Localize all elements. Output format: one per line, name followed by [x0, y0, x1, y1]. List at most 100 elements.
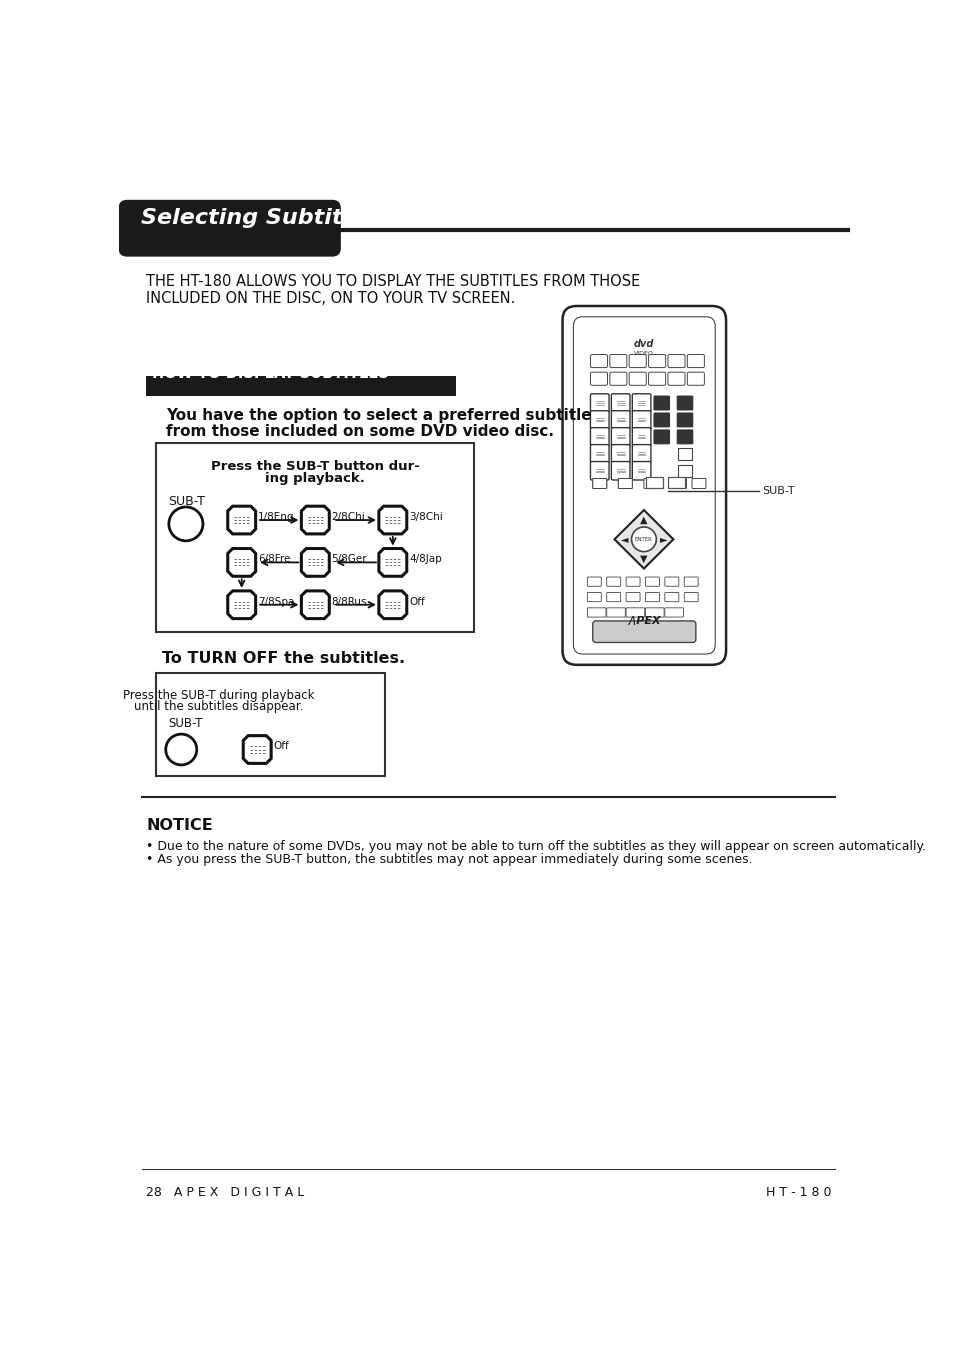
FancyBboxPatch shape — [606, 608, 624, 617]
FancyBboxPatch shape — [611, 394, 629, 412]
FancyBboxPatch shape — [672, 478, 686, 489]
Text: • Due to the nature of some DVDs, you may not be able to turn off the subtitles : • Due to the nature of some DVDs, you ma… — [146, 840, 925, 853]
Text: HOW TO DISPLAY SUBTITLES: HOW TO DISPLAY SUBTITLES — [152, 366, 388, 381]
Text: 3/8Chi: 3/8Chi — [409, 512, 442, 522]
Circle shape — [631, 526, 656, 552]
Bar — [146, 377, 456, 396]
FancyBboxPatch shape — [677, 429, 692, 444]
FancyBboxPatch shape — [648, 373, 665, 385]
FancyBboxPatch shape — [587, 593, 600, 602]
Text: • As you press the SUB-T button, the subtitles may not appear immediately during: • As you press the SUB-T button, the sub… — [146, 853, 752, 867]
Bar — [667, 477, 684, 487]
Circle shape — [166, 734, 196, 765]
Text: ▲: ▲ — [639, 516, 647, 525]
Polygon shape — [301, 506, 329, 533]
Text: 7/8Spa: 7/8Spa — [257, 597, 294, 606]
Text: 8/8Rus: 8/8Rus — [332, 597, 367, 606]
FancyBboxPatch shape — [667, 373, 684, 385]
FancyBboxPatch shape — [664, 608, 682, 617]
Polygon shape — [301, 591, 329, 618]
Polygon shape — [243, 736, 271, 763]
Text: Off: Off — [409, 597, 424, 606]
FancyBboxPatch shape — [654, 429, 669, 444]
FancyBboxPatch shape — [632, 462, 650, 481]
FancyBboxPatch shape — [643, 478, 658, 489]
FancyBboxPatch shape — [562, 306, 725, 664]
FancyBboxPatch shape — [590, 355, 607, 367]
Text: Press the SUB-T button dur-: Press the SUB-T button dur- — [211, 460, 419, 472]
Text: SUB-T: SUB-T — [168, 495, 205, 509]
Bar — [156, 672, 385, 776]
Polygon shape — [228, 548, 255, 576]
Text: To TURN OFF the subtitles.: To TURN OFF the subtitles. — [162, 651, 405, 666]
FancyBboxPatch shape — [587, 576, 600, 586]
Bar — [678, 464, 691, 477]
FancyBboxPatch shape — [590, 428, 608, 446]
Bar — [678, 448, 691, 460]
FancyBboxPatch shape — [625, 576, 639, 586]
Text: 28   A P E X   D I G I T A L: 28 A P E X D I G I T A L — [146, 1187, 304, 1199]
FancyBboxPatch shape — [664, 593, 679, 602]
Text: /\PEX: /\PEX — [627, 616, 659, 626]
FancyBboxPatch shape — [632, 410, 650, 429]
Text: 4/8Jap: 4/8Jap — [409, 555, 441, 564]
FancyBboxPatch shape — [648, 355, 665, 367]
FancyBboxPatch shape — [645, 608, 663, 617]
FancyBboxPatch shape — [618, 478, 632, 489]
FancyBboxPatch shape — [611, 444, 629, 463]
FancyBboxPatch shape — [119, 201, 340, 256]
FancyBboxPatch shape — [606, 593, 620, 602]
Text: ◄: ◄ — [620, 535, 628, 544]
FancyBboxPatch shape — [618, 478, 632, 489]
Text: NOTICE: NOTICE — [146, 818, 213, 833]
Text: ing playback.: ing playback. — [265, 472, 365, 485]
Text: ENTER: ENTER — [635, 537, 652, 541]
FancyBboxPatch shape — [629, 355, 645, 367]
Text: Off: Off — [274, 741, 289, 752]
FancyBboxPatch shape — [609, 355, 626, 367]
FancyBboxPatch shape — [691, 478, 705, 489]
FancyBboxPatch shape — [686, 373, 703, 385]
Text: THE HT-180 ALLOWS YOU TO DISPLAY THE SUBTITLES FROM THOSE: THE HT-180 ALLOWS YOU TO DISPLAY THE SUB… — [146, 274, 640, 289]
Text: INCLUDED ON THE DISC, ON TO YOUR TV SCREEN.: INCLUDED ON THE DISC, ON TO YOUR TV SCRE… — [146, 292, 516, 306]
FancyBboxPatch shape — [632, 428, 650, 446]
FancyBboxPatch shape — [611, 462, 629, 481]
Bar — [156, 443, 474, 632]
FancyBboxPatch shape — [592, 621, 695, 643]
FancyBboxPatch shape — [664, 576, 679, 586]
Polygon shape — [301, 548, 329, 576]
FancyBboxPatch shape — [590, 373, 607, 385]
Text: 5/8Ger: 5/8Ger — [332, 555, 367, 564]
Polygon shape — [228, 506, 255, 533]
FancyBboxPatch shape — [632, 394, 650, 412]
Circle shape — [169, 508, 203, 541]
Text: 2/8Chi: 2/8Chi — [332, 512, 365, 522]
Polygon shape — [378, 548, 406, 576]
Polygon shape — [614, 510, 673, 568]
FancyBboxPatch shape — [686, 355, 703, 367]
FancyBboxPatch shape — [609, 373, 626, 385]
Text: ▼: ▼ — [639, 554, 647, 563]
FancyBboxPatch shape — [611, 410, 629, 429]
FancyBboxPatch shape — [590, 394, 608, 412]
FancyBboxPatch shape — [625, 593, 639, 602]
Text: 1/8Eng: 1/8Eng — [257, 512, 294, 522]
Text: VIDEO: VIDEO — [634, 351, 653, 355]
FancyBboxPatch shape — [683, 576, 698, 586]
FancyBboxPatch shape — [590, 444, 608, 463]
Text: You have the option to select a preferred subtitle: You have the option to select a preferre… — [166, 409, 591, 424]
FancyBboxPatch shape — [645, 576, 659, 586]
FancyBboxPatch shape — [625, 608, 644, 617]
FancyBboxPatch shape — [683, 593, 698, 602]
Text: 6/8Fre: 6/8Fre — [257, 555, 290, 564]
Text: SUB-T: SUB-T — [761, 486, 794, 495]
Text: from those included on some DVD video disc.: from those included on some DVD video di… — [166, 424, 553, 439]
FancyBboxPatch shape — [611, 428, 629, 446]
FancyBboxPatch shape — [587, 608, 605, 617]
FancyBboxPatch shape — [632, 444, 650, 463]
Text: until the subtitles disappear.: until the subtitles disappear. — [133, 701, 303, 713]
Text: SUB-T: SUB-T — [168, 717, 202, 730]
FancyBboxPatch shape — [677, 396, 692, 410]
Polygon shape — [378, 591, 406, 618]
Text: H T - 1 8 0: H T - 1 8 0 — [765, 1187, 831, 1199]
